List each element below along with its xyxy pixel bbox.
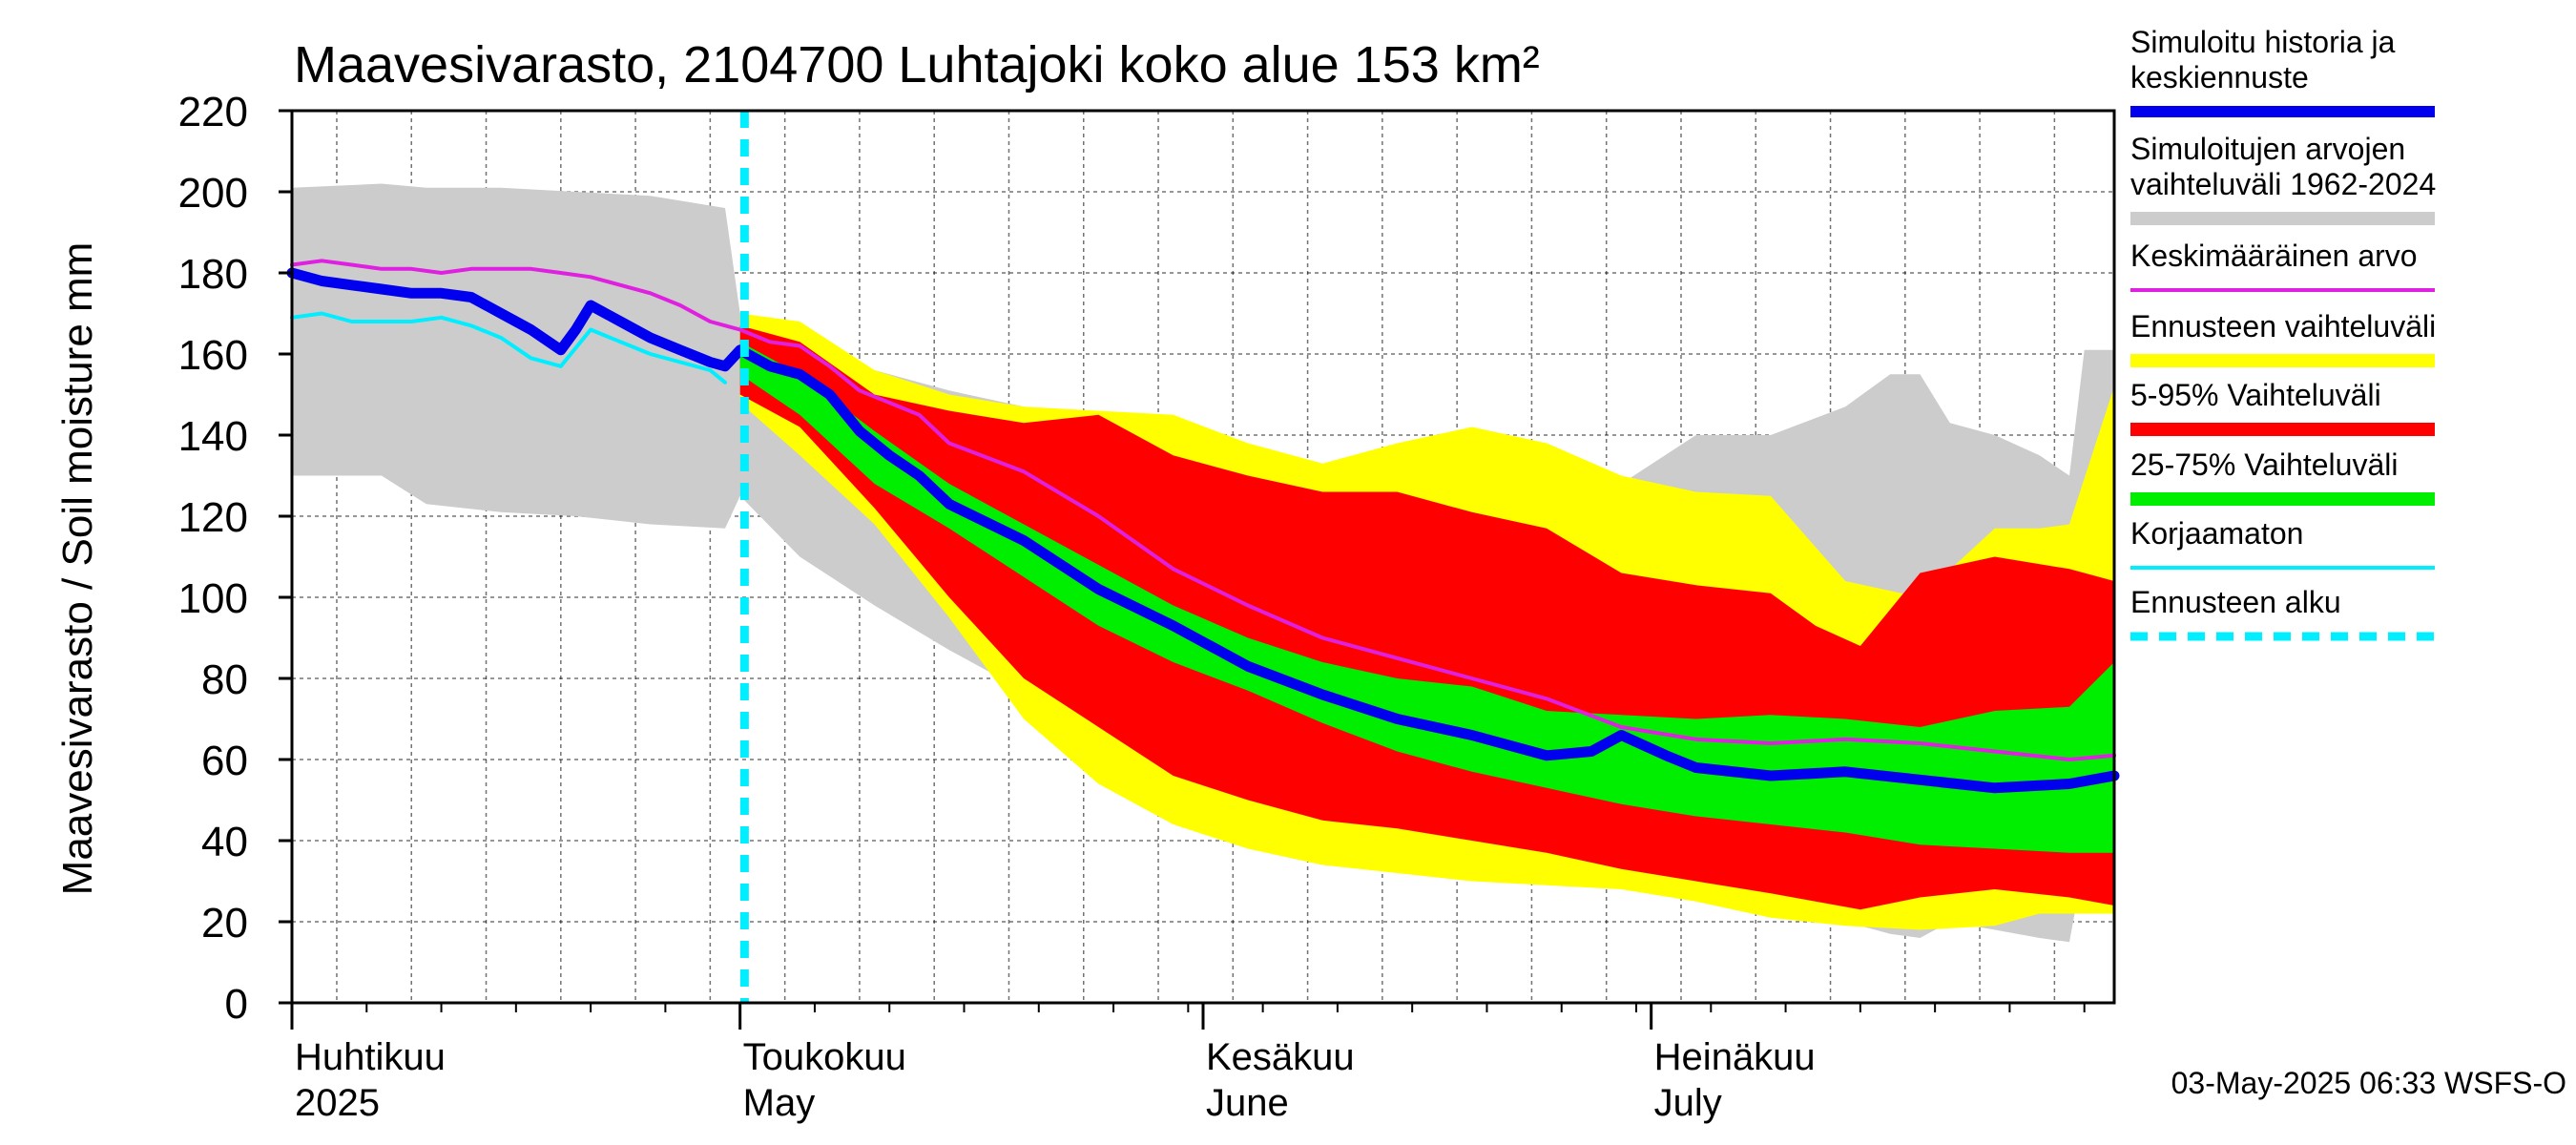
y-axis-label: Maavesivarasto / Soil moisture mm <box>54 242 101 896</box>
chart-title: Maavesivarasto, 2104700 Luhtajoki koko a… <box>294 36 1540 94</box>
y-tick-label: 40 <box>201 819 248 865</box>
y-tick-label: 60 <box>201 738 248 784</box>
y-tick-label: 80 <box>201 656 248 703</box>
legend-label: 25-75% Vaihteluväli <box>2130 448 2398 482</box>
axes <box>279 109 2116 1030</box>
data-lines <box>286 259 2120 794</box>
y-tick-labels: 0 20 40 60 80 100 120 140 160 180 200 220 <box>178 89 248 1028</box>
x-tick-label-month: Heinäkuu <box>1654 1036 1816 1078</box>
y-tick-label: 180 <box>178 251 248 298</box>
y-tick-label: 120 <box>178 494 248 541</box>
x-tick-label-month: Huhtikuu <box>295 1036 446 1078</box>
legend-label: Ennusteen alku <box>2130 585 2341 619</box>
x-tick-label-sub: July <box>1654 1082 1722 1124</box>
legend-label: vaihteluväli 1962-2024 <box>2130 167 2436 201</box>
x-tick-label-month: Toukokuu <box>743 1036 906 1078</box>
legend-label: Simuloitu historia ja <box>2130 25 2396 59</box>
y-tick-label: 0 <box>225 981 248 1028</box>
timestamp: 03-May-2025 06:33 WSFS-O <box>2171 1066 2566 1100</box>
series-line-6 <box>286 267 2120 794</box>
x-tick-label-sub: June <box>1206 1082 1289 1124</box>
x-tick-label-month: Kesäkuu <box>1206 1036 1355 1078</box>
x-tick-label-sub: May <box>743 1082 816 1124</box>
y-tick-label: 200 <box>178 170 248 217</box>
legend-label: 5-95% Vaihteluväli <box>2130 378 2381 412</box>
legend-label: Korjaamaton <box>2130 516 2303 551</box>
legend-label: keskiennuste <box>2130 60 2309 94</box>
band-3 <box>739 342 2115 853</box>
series-line-4 <box>290 259 2116 761</box>
y-tick-label: 220 <box>178 89 248 135</box>
legend-label: Simuloitujen arvojen <box>2130 132 2405 166</box>
legend-label: Keskimääräinen arvo <box>2130 239 2418 273</box>
x-tick-label-sub: 2025 <box>295 1082 380 1124</box>
y-tick-label: 140 <box>178 413 248 460</box>
y-tick-label: 20 <box>201 900 248 947</box>
series-line-5 <box>290 311 727 385</box>
y-tick-label: 100 <box>178 575 248 622</box>
y-tick-label: 160 <box>178 332 248 379</box>
legend-label: Ennusteen vaihteluväli <box>2130 309 2436 344</box>
